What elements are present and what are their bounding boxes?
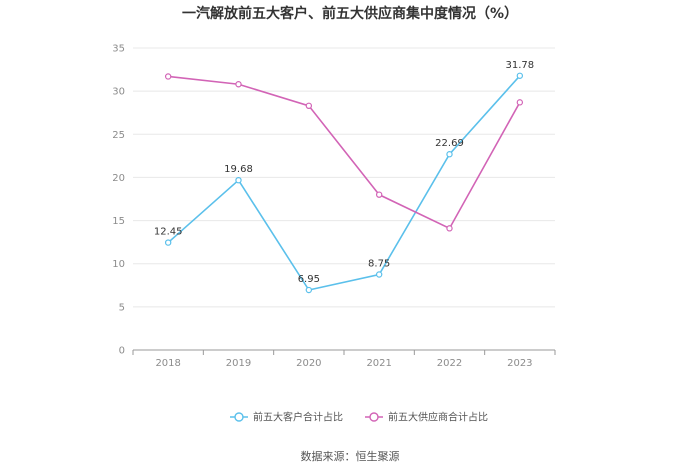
series-1-point xyxy=(446,151,453,158)
y-tick-label: 30 xyxy=(112,87,125,98)
y-tick-label: 35 xyxy=(112,44,125,55)
series-1-data-label: 12.45 xyxy=(154,227,183,238)
x-tick-label: 2018 xyxy=(155,358,180,369)
legend-marker-1 xyxy=(234,412,244,422)
series-line-1 xyxy=(167,75,521,291)
x-tick-label: 2019 xyxy=(226,358,251,369)
data-source-note: 数据来源：恒生聚源 xyxy=(301,449,400,463)
series-1-data-label: 6.95 xyxy=(298,274,320,285)
x-tick-label: 2022 xyxy=(437,358,462,369)
series-1-data-label: 8.75 xyxy=(368,259,390,270)
series-2-point xyxy=(446,225,453,232)
legend: 前五大客户合计占比 前五大供应商合计占比 xyxy=(230,411,488,424)
series-1-data-label: 31.78 xyxy=(506,60,535,71)
chart-title: 一汽解放前五大客户、前五大供应商集中度情况（%） xyxy=(182,5,518,22)
series-2-point xyxy=(516,99,524,106)
series-layer xyxy=(164,72,524,294)
data-label-layer: 12.45 19.68 6.95 8.75 22.69 31.78 xyxy=(154,60,534,285)
grid-layer xyxy=(133,47,555,308)
axis-layer: 0 5 10 15 20 25 30 35 2018 2019 2020 2021 2022 2023 xyxy=(112,44,556,369)
legend-label-1: 前五大客户合计占比 xyxy=(253,411,343,424)
y-tick-label: 20 xyxy=(112,173,125,184)
series-1-data-label: 22.69 xyxy=(435,138,464,149)
series-1-point xyxy=(164,239,172,246)
x-tick-label: 2021 xyxy=(366,358,391,369)
y-tick-label: 0 xyxy=(119,346,125,357)
x-tick-label: 2023 xyxy=(507,358,532,369)
legend-marker-2 xyxy=(369,412,379,422)
series-2-point xyxy=(164,73,172,80)
legend-label-2: 前五大供应商合计占比 xyxy=(388,411,488,424)
series-line-2 xyxy=(168,75,521,230)
series-2-point xyxy=(305,102,313,110)
series-1-data-label: 19.68 xyxy=(224,164,253,175)
series-2-point xyxy=(375,191,383,198)
y-tick-label: 5 xyxy=(119,302,125,313)
series-1-point xyxy=(305,286,313,294)
series-1-point xyxy=(516,72,524,79)
series-1-point xyxy=(235,176,242,184)
y-tick-label: 25 xyxy=(112,130,125,141)
y-tick-label: 10 xyxy=(112,259,125,270)
series-2-point xyxy=(235,81,242,88)
y-tick-label: 15 xyxy=(112,216,125,227)
series-1-point xyxy=(375,271,383,278)
x-tick-label: 2020 xyxy=(296,358,321,369)
